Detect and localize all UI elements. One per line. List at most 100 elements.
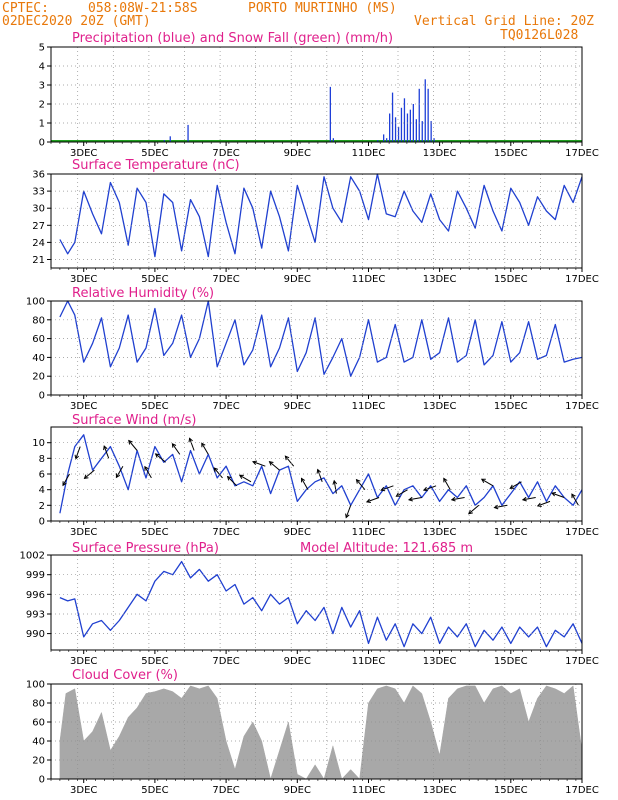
y-tick-label: 5 — [39, 43, 45, 54]
header-station: PORTO MURTINHO (MS) — [248, 1, 397, 16]
wind-arrow — [75, 446, 81, 459]
wind-arrow-head — [226, 475, 232, 481]
wind-arrow-head — [355, 478, 361, 484]
wind-arrow-head — [115, 473, 121, 479]
wind-arrow-head — [536, 502, 542, 507]
precip-bar — [403, 98, 406, 142]
wind-arrow-head — [571, 493, 576, 499]
x-tick-label: 11DEC — [352, 785, 386, 796]
y-tick-label: 4 — [39, 485, 45, 496]
wind-arrow-head — [171, 442, 177, 448]
y-tick-label: 60 — [32, 334, 45, 345]
x-tick-label: 17DEC — [565, 527, 599, 538]
x-tick-label: 3DEC — [70, 785, 97, 796]
panel-pres: Surface Pressure (hPa) Model Altitude: 12… — [20, 541, 599, 667]
x-tick-label: 15DEC — [494, 527, 528, 538]
x-tick-label: 7DEC — [212, 656, 239, 667]
x-tick-label: 3DEC — [70, 656, 97, 667]
precip-bar — [377, 140, 379, 142]
y-tick-label: 100 — [26, 680, 45, 691]
precip-bar — [427, 88, 429, 142]
wind-arrow — [201, 442, 209, 455]
x-tick-label: 13DEC — [423, 656, 457, 667]
x-tick-label: 5DEC — [141, 656, 168, 667]
panel-rh: Relative Humidity (%) 0 20 40 60 80 100 3DEC 5DE… — [26, 286, 599, 412]
precip-bar — [418, 88, 420, 142]
series-line-wind — [59, 434, 583, 514]
cloud-cover-area — [59, 685, 583, 780]
y-tick-label: 0 — [39, 775, 45, 786]
x-tick-label: 17DEC — [565, 656, 599, 667]
wind-arrow-head — [74, 454, 80, 460]
wind-arrow-head — [380, 486, 386, 492]
wind-arrow-head — [395, 492, 401, 497]
precip-bar — [332, 138, 334, 142]
wind-arrow — [317, 469, 323, 482]
panel-frame — [50, 554, 583, 651]
wind-arrow — [103, 445, 110, 459]
y-tick-label: 40 — [32, 353, 45, 364]
y-tick-label: 999 — [26, 570, 45, 581]
x-tick-label: 7DEC — [212, 527, 239, 538]
wind-arrow-head — [268, 461, 274, 466]
wind-arrow-head — [201, 442, 206, 448]
x-tick-label: 15DEC — [494, 274, 528, 285]
y-tick-label: 2 — [39, 100, 45, 111]
y-tick-label: 1002 — [20, 551, 45, 562]
precip-bar — [329, 86, 331, 142]
wind-arrow — [408, 497, 422, 501]
wind-arrow-head — [284, 455, 290, 461]
x-tick-label: 13DEC — [423, 785, 457, 796]
x-tick-label: 3DEC — [70, 527, 97, 538]
y-tick-label: 6 — [39, 470, 45, 481]
y-tick-label: 60 — [32, 718, 45, 729]
wind-arrow — [345, 505, 352, 518]
wind-arrow-head — [103, 445, 108, 451]
x-tick-label: 13DEC — [423, 274, 457, 285]
y-tick-label: 27 — [32, 221, 45, 232]
x-tick-label: 3DEC — [70, 274, 97, 285]
precip-bar — [415, 119, 417, 142]
precip-bar — [421, 121, 423, 142]
wind-arrow — [269, 461, 280, 471]
wind-arrow-head — [509, 484, 515, 489]
x-tick-label: 15DEC — [494, 148, 528, 159]
wind-arrow-head — [521, 496, 527, 502]
wind-arrow — [494, 504, 508, 509]
x-tick-label: 11DEC — [352, 656, 386, 667]
y-tick-label: 990 — [26, 629, 45, 640]
wind-arrow-head — [213, 467, 219, 473]
x-tick-label: 5DEC — [141, 527, 168, 538]
wind-arrow-head — [316, 468, 322, 474]
y-tick-label: 80 — [32, 315, 45, 326]
y-tick-label: 33 — [32, 187, 45, 198]
header-run-date: 02DEC2020 20Z (GMT) — [2, 14, 151, 29]
wind-arrow-head — [300, 477, 306, 483]
wind-arrow — [571, 493, 579, 506]
wind-arrow-head — [493, 504, 499, 510]
panel-cloud: Cloud Cover (%) 0 20 40 60 80 100 3DEC 5DEC 7DEC 9… — [26, 668, 599, 796]
precip-bar — [430, 121, 432, 142]
precip-bar — [389, 113, 391, 142]
precip-bar — [394, 117, 397, 142]
x-tick-label: 13DEC — [423, 527, 457, 538]
header-coords: 058:08W-21:58S — [88, 1, 198, 16]
wind-arrow — [301, 478, 309, 490]
y-tick-label: 4 — [39, 62, 45, 73]
x-tick-label: 9DEC — [284, 401, 311, 412]
precip-bar — [406, 113, 409, 142]
y-tick-label: 40 — [32, 737, 45, 748]
wind-arrow — [189, 438, 195, 451]
x-tick-label: 15DEC — [494, 785, 528, 796]
wind-arrow — [252, 461, 266, 467]
wind-arrow-head — [144, 465, 149, 471]
wind-arrow — [213, 467, 223, 479]
precip-bar — [169, 136, 171, 142]
wind-arrow — [333, 480, 337, 494]
panel-frame — [50, 46, 583, 143]
y-tick-label: 21 — [32, 255, 45, 266]
x-tick-label: 7DEC — [212, 401, 239, 412]
panel-title-rh: Relative Humidity (%) — [72, 286, 214, 301]
wind-arrow-head — [252, 460, 258, 466]
panel-title-precip: Precipitation (blue) and Snow Fall (gree… — [72, 31, 393, 46]
